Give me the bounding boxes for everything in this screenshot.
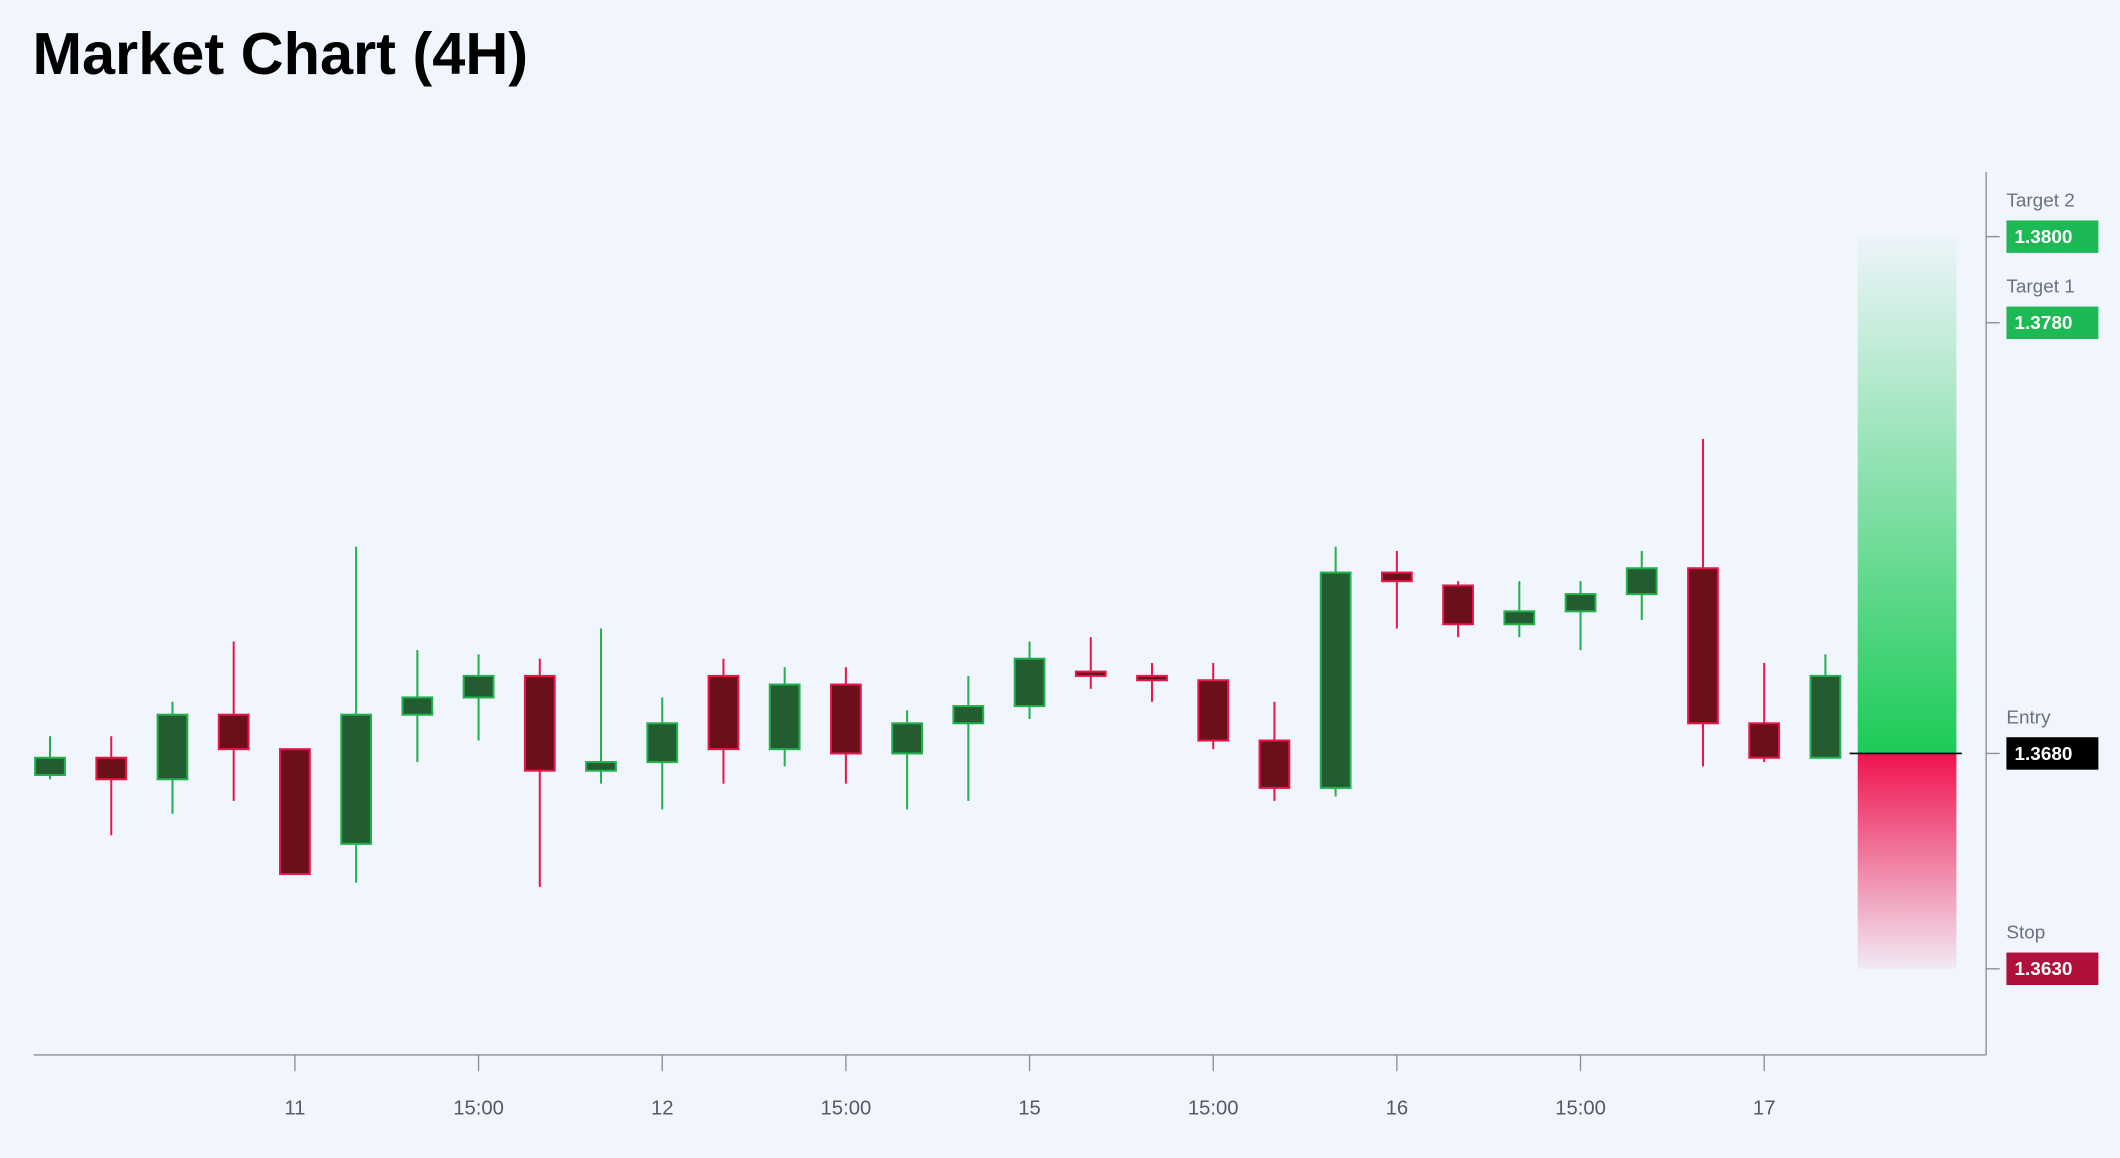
candle-body — [768, 683, 801, 751]
candle-body — [95, 756, 128, 781]
candle-body — [952, 705, 985, 725]
candle-body — [1564, 593, 1597, 613]
x-tick-label: 15:00 — [821, 1097, 872, 1119]
candle-body — [34, 756, 66, 776]
candle-body — [279, 748, 311, 876]
candle-body — [1136, 674, 1168, 682]
x-tick-label: 11 — [284, 1097, 305, 1119]
candle-body — [830, 683, 862, 755]
candle-body — [1442, 584, 1474, 626]
candle-body — [523, 674, 556, 772]
x-tick-label: 12 — [651, 1097, 674, 1119]
candle-body — [401, 696, 434, 716]
candle-body — [462, 674, 495, 699]
candle-body — [1625, 567, 1658, 596]
candle-body — [891, 722, 923, 755]
level-label: 1.3780 — [2015, 313, 2073, 334]
x-tick-label: 15:00 — [453, 1097, 504, 1119]
level-name: Stop — [2006, 923, 2045, 944]
level-label-box — [2006, 220, 2099, 253]
candle-body — [217, 713, 250, 751]
candle-body — [585, 761, 617, 772]
x-tick-label: 15 — [1018, 1097, 1041, 1119]
candle-body — [1748, 722, 1781, 759]
candle-body — [1319, 571, 1352, 789]
candle-body — [646, 722, 679, 764]
chart-title: Market Chart (4H) — [32, 20, 528, 87]
candle-body — [1687, 567, 1719, 725]
loss-zone — [1857, 753, 1957, 969]
level-label: 1.3680 — [2015, 744, 2073, 765]
candle-body — [340, 713, 373, 845]
level-label: 1.3800 — [2015, 227, 2073, 248]
level-label-box — [2006, 737, 2099, 770]
candle-body — [156, 713, 189, 781]
level-name: Entry — [2006, 707, 2051, 728]
candle-body — [707, 674, 740, 751]
candle-body — [1258, 739, 1291, 789]
x-tick-label: 16 — [1386, 1097, 1409, 1119]
x-tick-label: 15:00 — [1555, 1097, 1606, 1119]
candle-body — [1380, 571, 1413, 583]
x-tick-label: 17 — [1753, 1097, 1776, 1119]
level-label-box — [2006, 952, 2099, 986]
profit-zone — [1857, 236, 1957, 754]
candle-body — [1503, 610, 1536, 626]
candle-body — [1197, 679, 1230, 742]
level-name: Target 1 — [2006, 277, 2074, 298]
candle-body — [1013, 657, 1046, 708]
level-label-box — [2006, 306, 2099, 339]
candle-body — [1074, 670, 1107, 677]
candle-body — [1809, 674, 1842, 759]
x-tick-label: 15:00 — [1188, 1097, 1239, 1119]
level-label: 1.3630 — [2015, 959, 2073, 980]
level-name: Target 2 — [2006, 190, 2074, 211]
